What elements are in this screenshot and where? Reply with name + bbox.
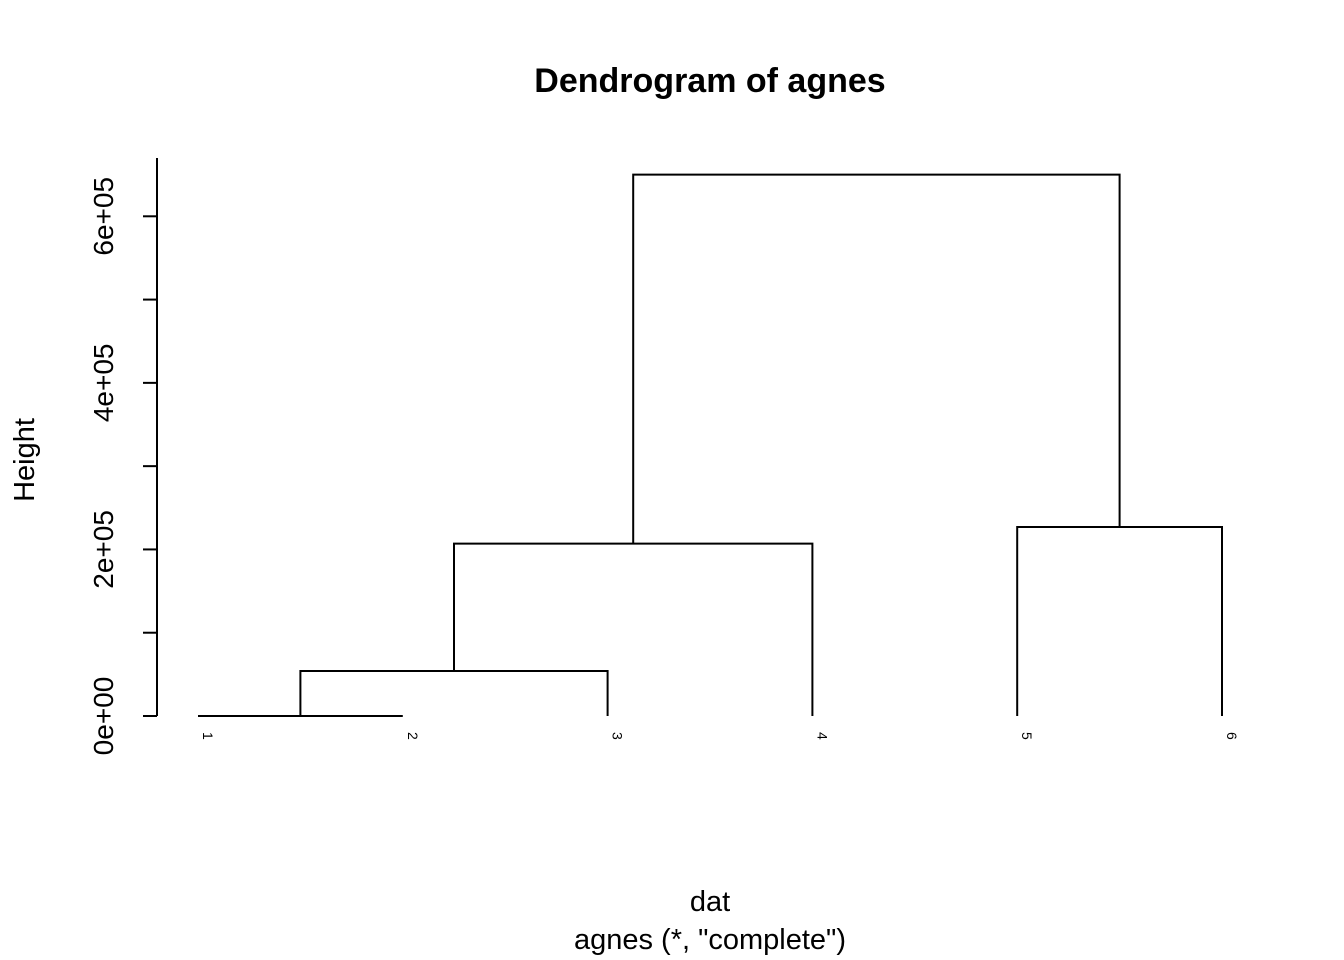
- leaf-label: 6: [1224, 732, 1240, 740]
- merge-link: [453, 542, 814, 716]
- merge-link: [1016, 525, 1223, 716]
- y-axis: 0e+00 2e+05 4e+05 6e+05: [88, 158, 158, 756]
- y-tick-label: 6e+05: [88, 177, 119, 256]
- leaf-label: 1: [200, 732, 216, 740]
- leaf-label: 3: [610, 732, 626, 740]
- y-tick-label: 4e+05: [88, 344, 119, 423]
- leaf-label: 5: [1019, 732, 1035, 740]
- merge-link: [299, 670, 609, 716]
- y-tick-label: 2e+05: [88, 510, 119, 589]
- y-tick-label: 0e+00: [88, 677, 119, 756]
- x-axis-label: dat: [690, 886, 730, 918]
- leaf-label: 2: [405, 732, 421, 740]
- dendrogram-tree: [198, 173, 1223, 717]
- chart-title: Dendrogram of agnes: [534, 62, 885, 100]
- leaf-labels: 1 2 3 4 5 6: [200, 732, 1240, 740]
- merge-link: [632, 173, 1121, 544]
- leaf-label: 4: [814, 732, 830, 740]
- x-axis-sublabel: agnes (*, "complete"): [574, 924, 846, 956]
- y-axis-label: Height: [9, 418, 41, 502]
